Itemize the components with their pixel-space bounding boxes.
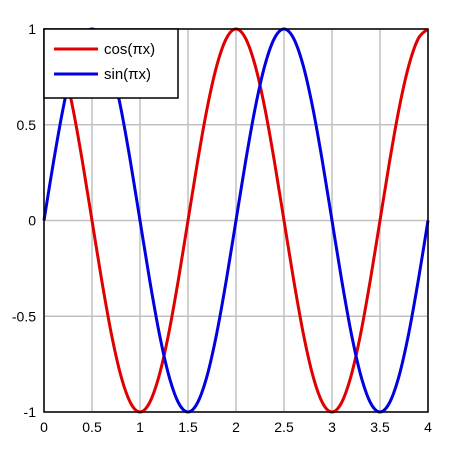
y-tick-label: 1 — [28, 21, 36, 37]
y-tick-label: -0.5 — [12, 308, 36, 324]
y-tick-label: -1 — [24, 404, 37, 420]
x-tick-label: 3.5 — [370, 419, 390, 435]
x-tick-label: 0.5 — [82, 419, 102, 435]
legend-label-sin: sin(πx) — [104, 66, 151, 83]
x-tick-label: 3 — [328, 419, 336, 435]
y-tick-label: 0 — [28, 213, 36, 229]
axis-ticks: 0 0.5 1 1.5 2 2.5 3 3.5 4 -1 -0.5 0 0.5 1 — [12, 21, 432, 435]
plot-frame — [43, 28, 429, 413]
y-tick-label: 0.5 — [17, 117, 37, 133]
x-tick-label: 1.5 — [178, 419, 198, 435]
x-tick-label: 2.5 — [274, 419, 294, 435]
x-tick-label: 4 — [424, 419, 432, 435]
x-tick-label: 1 — [136, 419, 144, 435]
legend-box — [43, 28, 179, 99]
legend-label-cos: cos(πx) — [104, 41, 155, 58]
x-tick-label: 2 — [232, 419, 240, 435]
x-tick-label: 0 — [40, 419, 48, 435]
legend: cos(πx) sin(πx) — [43, 28, 179, 99]
